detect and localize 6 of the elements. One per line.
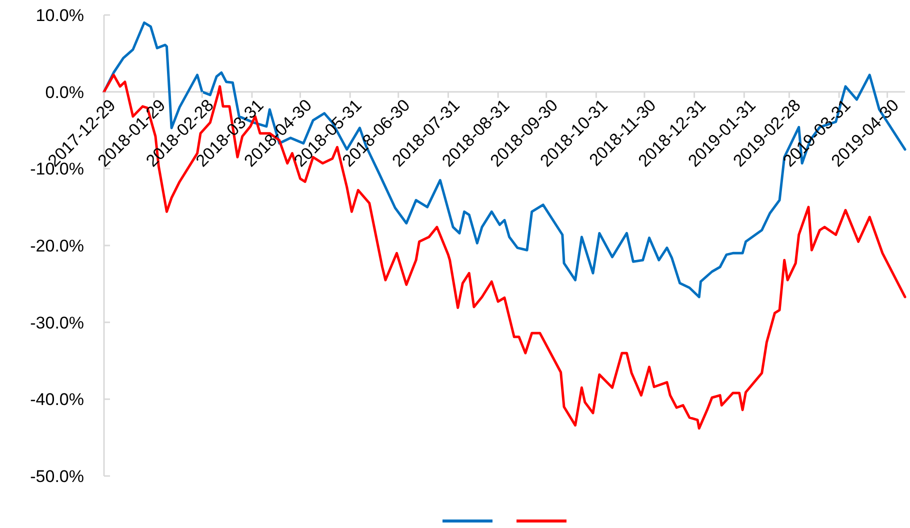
y-tick-label: -40.0%: [30, 390, 84, 410]
y-tick-label: -20.0%: [30, 236, 84, 256]
y-tick-label: -30.0%: [30, 313, 84, 332]
y-tick-label: 0.0%: [45, 82, 84, 102]
y-tick-label: -50.0%: [30, 466, 84, 486]
y-tick-label: 10.0%: [36, 6, 84, 25]
